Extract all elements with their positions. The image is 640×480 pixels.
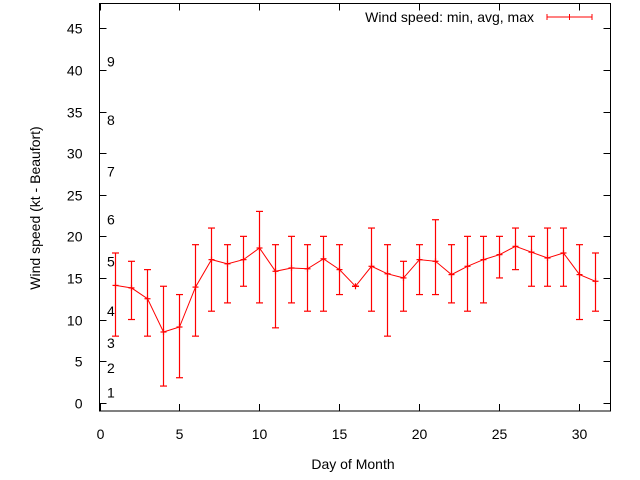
beaufort-label: 5 bbox=[107, 253, 115, 269]
y-tick-label: 15 bbox=[67, 271, 83, 287]
x-tick-label: 0 bbox=[97, 426, 105, 442]
error-bar bbox=[384, 244, 391, 337]
error-bar bbox=[160, 285, 167, 387]
error-bar bbox=[224, 244, 231, 304]
error-bar bbox=[176, 293, 183, 379]
avg-point bbox=[160, 328, 167, 335]
beaufort-label: 3 bbox=[107, 335, 115, 351]
avg-point bbox=[560, 249, 567, 256]
error-bar bbox=[432, 219, 439, 296]
avg-point bbox=[512, 243, 519, 250]
beaufort-label: 8 bbox=[107, 112, 115, 128]
error-bar bbox=[368, 227, 375, 312]
x-tick-label: 5 bbox=[176, 426, 184, 442]
beaufort-label: 4 bbox=[107, 303, 115, 319]
x-tick-label: 15 bbox=[332, 426, 348, 442]
error-bar bbox=[256, 210, 263, 304]
avg-point bbox=[304, 265, 311, 272]
beaufort-label: 6 bbox=[107, 212, 115, 228]
beaufort-labels: 1 2 3 4 5 6 7 8 9 bbox=[107, 54, 115, 401]
beaufort-label: 1 bbox=[107, 385, 115, 401]
error-bar bbox=[112, 252, 119, 337]
error-bar bbox=[144, 269, 151, 337]
avg-point bbox=[416, 256, 423, 263]
avg-point bbox=[352, 283, 359, 290]
x-axis-label: Day of Month bbox=[311, 456, 394, 472]
avg-point bbox=[320, 255, 327, 262]
legend-label: Wind speed: min, avg, max bbox=[365, 9, 534, 25]
error-bar bbox=[528, 235, 535, 287]
error-bar bbox=[416, 244, 423, 296]
legend: Wind speed: min, avg, max bbox=[365, 9, 593, 25]
avg-point bbox=[256, 245, 263, 251]
y-tick-label: 20 bbox=[67, 229, 83, 245]
error-bar bbox=[560, 227, 567, 287]
y-tick-label: 0 bbox=[75, 396, 83, 412]
avg-point bbox=[208, 256, 215, 263]
error-bar bbox=[304, 244, 311, 312]
error-bar bbox=[320, 235, 327, 312]
error-bar bbox=[464, 235, 471, 312]
y-tick-label: 40 bbox=[67, 63, 83, 79]
avg-point bbox=[336, 266, 343, 273]
avg-point bbox=[544, 254, 551, 261]
avg-point bbox=[576, 271, 583, 278]
avg-point bbox=[432, 258, 439, 265]
legend-sample bbox=[546, 14, 593, 20]
x-tick-label: 25 bbox=[492, 426, 508, 442]
beaufort-label: 7 bbox=[107, 163, 115, 179]
beaufort-label: 9 bbox=[107, 54, 115, 70]
y-tick-label: 10 bbox=[67, 313, 83, 329]
avg-point bbox=[288, 264, 295, 271]
avg-point bbox=[480, 256, 487, 263]
y-axis-label: Wind speed (kt - Beaufort) bbox=[27, 126, 43, 289]
y-tick-label: 30 bbox=[67, 146, 83, 162]
avg-point bbox=[176, 324, 183, 331]
avg-points bbox=[112, 243, 599, 335]
avg-point bbox=[496, 251, 503, 258]
avg-point bbox=[592, 278, 599, 285]
y-tick-label: 45 bbox=[67, 21, 83, 37]
avg-point bbox=[464, 263, 471, 270]
avg-point bbox=[128, 284, 135, 291]
error-bar bbox=[272, 244, 279, 329]
error-bar bbox=[400, 260, 407, 312]
avg-point bbox=[384, 270, 391, 277]
y-tick-label: 5 bbox=[75, 354, 83, 370]
avg-point bbox=[224, 260, 231, 267]
x-tick-label: 20 bbox=[412, 426, 428, 442]
avg-point bbox=[144, 295, 151, 302]
avg-point bbox=[448, 271, 455, 278]
avg-point bbox=[528, 249, 535, 256]
avg-point bbox=[240, 256, 247, 263]
error-bar bbox=[576, 244, 583, 321]
x-tick-label: 30 bbox=[572, 426, 588, 442]
avg-point bbox=[192, 284, 199, 291]
x-axis-ticks: 0 5 10 15 20 25 30 bbox=[97, 3, 588, 442]
avg-point bbox=[400, 274, 407, 281]
plot-frame bbox=[99, 3, 611, 412]
error-bar bbox=[208, 227, 215, 312]
avg-point bbox=[112, 282, 119, 289]
avg-point bbox=[272, 268, 279, 275]
error-bars bbox=[112, 210, 599, 387]
y-tick-label: 25 bbox=[67, 188, 83, 204]
x-tick-label: 10 bbox=[252, 426, 268, 442]
avg-point bbox=[368, 263, 375, 270]
beaufort-label: 2 bbox=[107, 360, 115, 376]
y-tick-label: 35 bbox=[67, 105, 83, 121]
error-bar bbox=[480, 235, 487, 304]
error-bar bbox=[192, 244, 199, 337]
